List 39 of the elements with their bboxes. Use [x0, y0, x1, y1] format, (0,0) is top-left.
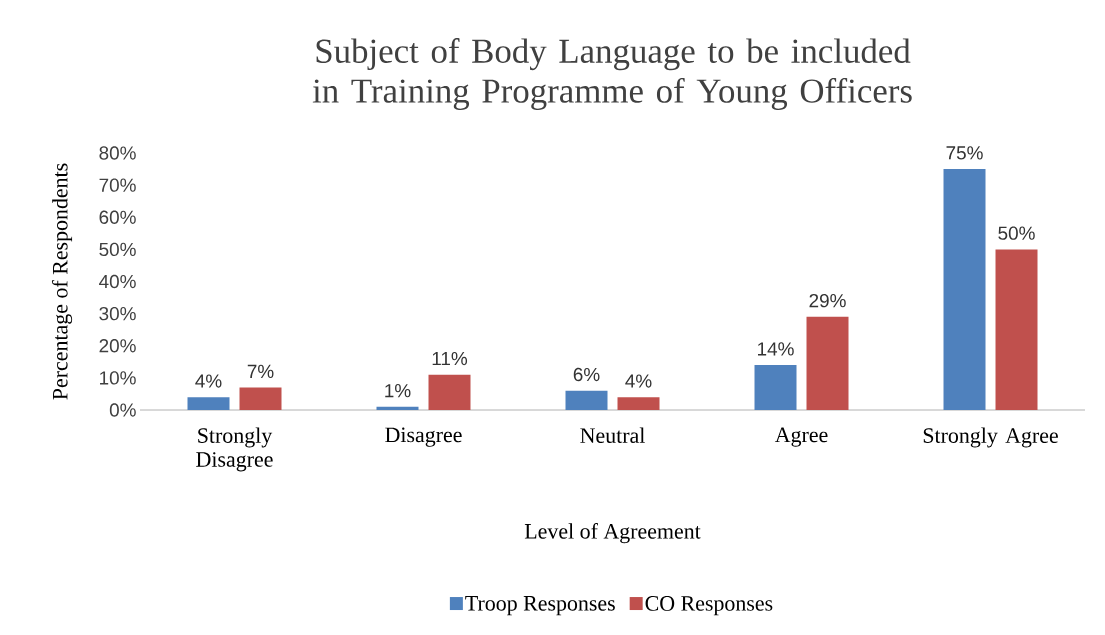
x-tick-label: Neutral — [580, 427, 645, 443]
x-tick-label: Agree — [774, 427, 828, 447]
data-label: 4% — [625, 374, 652, 388]
data-label: 6% — [573, 367, 600, 382]
bar — [617, 397, 660, 411]
data-label: 50% — [998, 226, 1035, 240]
y-tick-label: 70% — [99, 178, 136, 192]
bar — [187, 397, 230, 411]
chart-title: Subject of Body Language to be included in Training Programme of Young Officers — [312, 38, 912, 111]
y-tick-label: 0% — [109, 403, 136, 417]
data-label: 11% — [432, 351, 468, 366]
y-tick-label: 10% — [100, 371, 136, 385]
y-tick-label: 80% — [99, 146, 136, 160]
bar — [995, 249, 1038, 411]
data-label: 4% — [195, 374, 222, 388]
bar — [376, 406, 419, 411]
legend-label: Troop Responses — [465, 596, 615, 616]
bar — [428, 374, 471, 411]
y-tick-label: 20% — [99, 339, 136, 353]
y-tick-label: 50% — [99, 242, 136, 257]
y-axis-title: Percentage of Respondents — [51, 163, 73, 400]
bar — [806, 316, 849, 411]
x-tick-label: Disagree — [385, 427, 462, 447]
data-label: 75% — [946, 146, 983, 160]
y-tick-label: 60% — [99, 210, 136, 224]
data-label: 14% — [758, 342, 794, 356]
bar — [565, 390, 608, 411]
data-label: 29% — [809, 293, 846, 308]
x-tick-label: Strongly Agree — [923, 427, 1058, 448]
data-label: 1% — [385, 384, 411, 398]
y-tick-label: 30% — [99, 306, 136, 321]
bar — [239, 387, 282, 411]
x-tick-label: Strongly Disagree — [196, 427, 273, 472]
bar — [943, 169, 986, 411]
bar — [754, 365, 797, 411]
x-axis-title: Level of Agreement — [524, 523, 701, 544]
data-label: 7% — [247, 364, 274, 378]
y-tick-label: 40% — [99, 274, 136, 289]
legend-label: CO Responses — [645, 596, 773, 616]
